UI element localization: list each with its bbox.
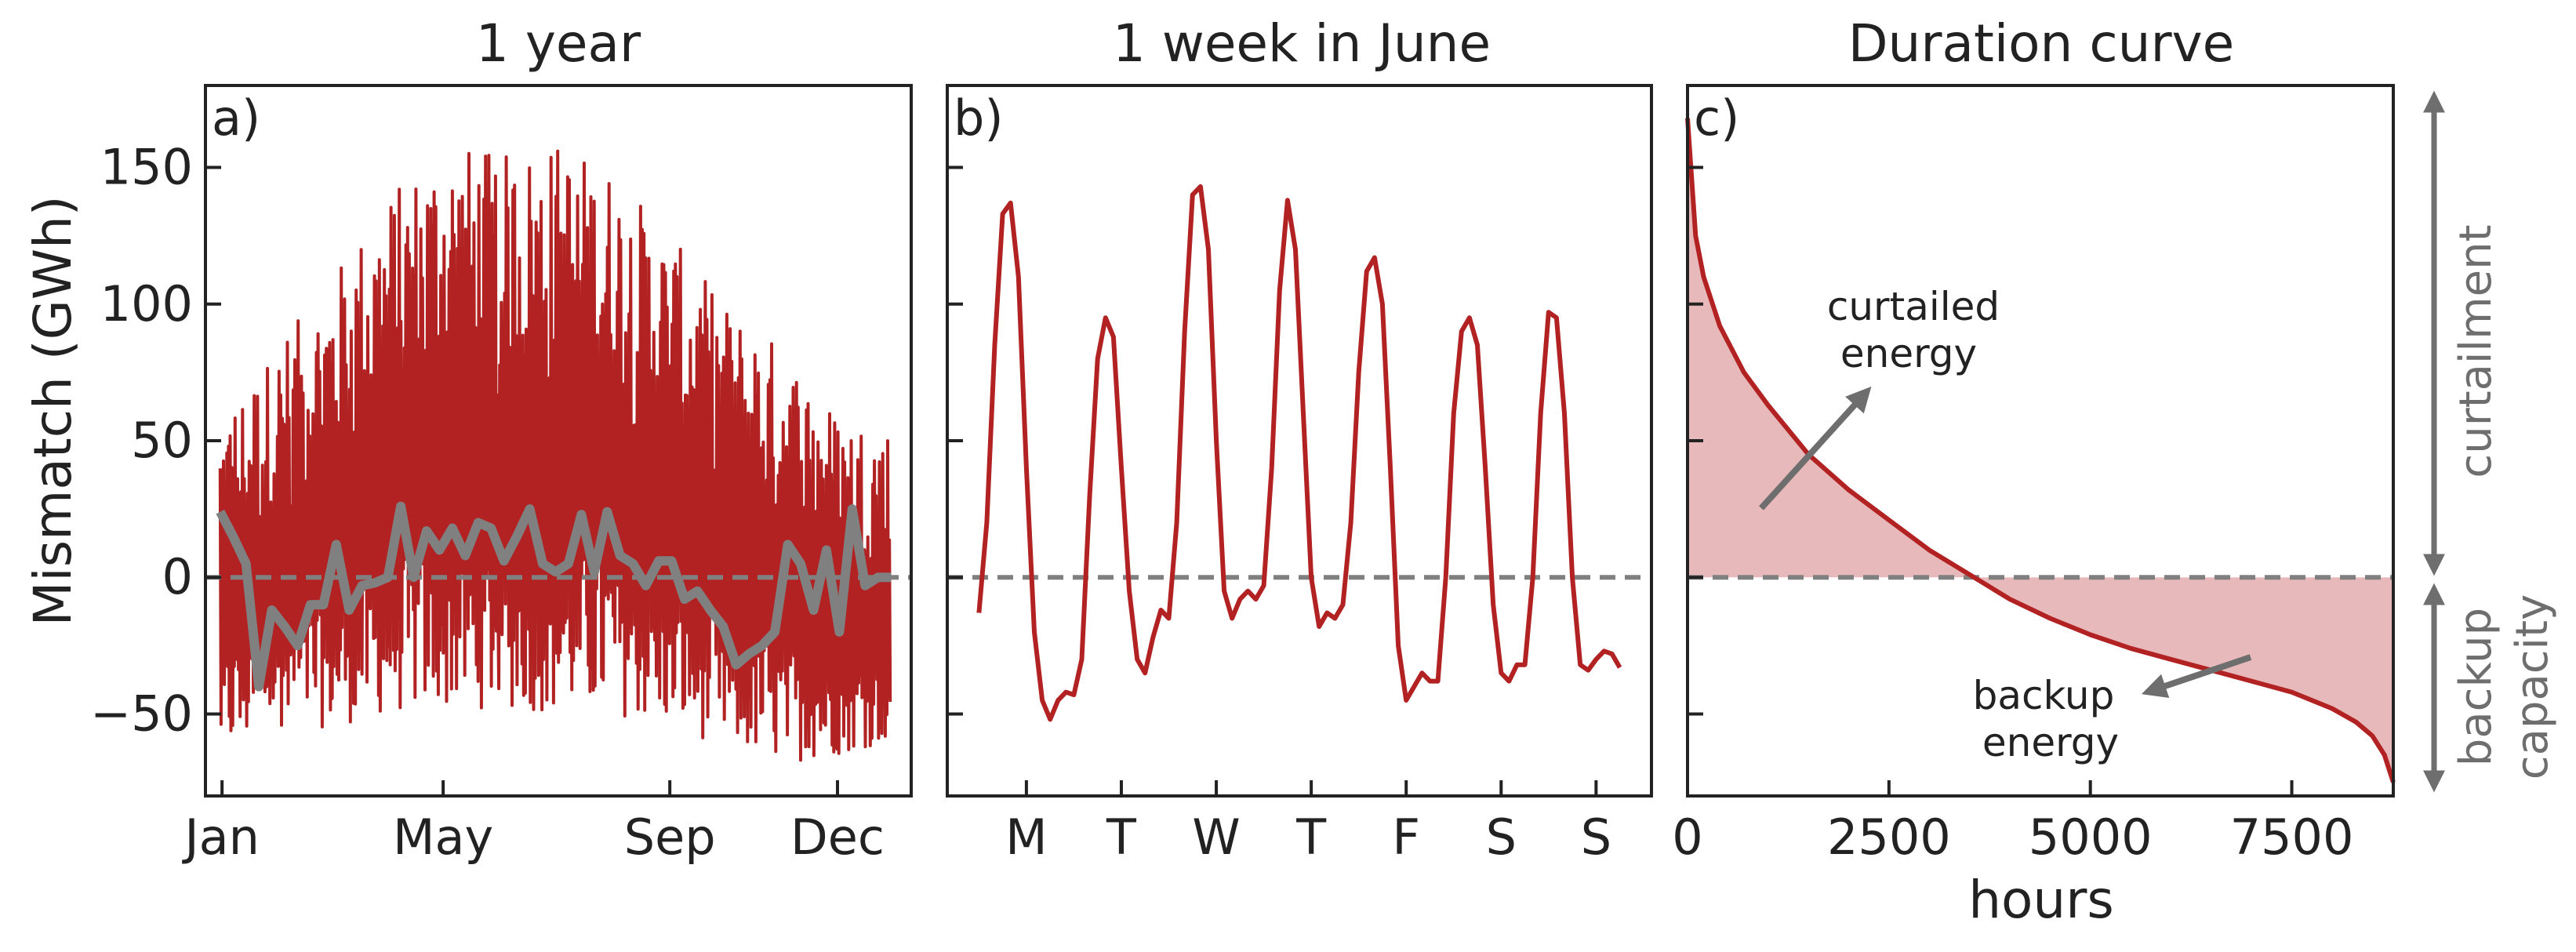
panel-a-y-tick-label: 150 [100, 139, 193, 196]
panel-b-x-tick-label: W [1192, 808, 1240, 866]
panel-c-duration-curve-line [1685, 118, 2396, 783]
panel-a-y-tick-label: 0 [162, 548, 193, 605]
panel-b-mismatch-line [976, 183, 1622, 722]
panel-b-frame [946, 84, 1653, 798]
y-axis-label: Mismatch (GWh) [23, 195, 83, 626]
panel-a-hourly-mismatch-line [218, 149, 892, 762]
panel-b-letter: b) [954, 89, 1004, 147]
panel-c-title: Duration curve [1848, 13, 2235, 74]
panel-a-y-tick-label: 50 [131, 412, 193, 469]
panel-c-x-tick-label: 0 [1672, 808, 1702, 866]
panel-c: Duration curve 0 2500 5000 7500 c) hours cu… [1672, 13, 2396, 930]
panel-c-plot: 0 2500 5000 7500 [1672, 118, 2396, 866]
panel-a-x-tick-label: Jan [181, 808, 260, 866]
panel-a-weekly-mean-line [216, 501, 892, 692]
panel-a-title: 1 year [476, 13, 641, 74]
panel-a-letter: a) [212, 89, 260, 147]
panel-c-x-tick-label: 7500 [2230, 808, 2354, 866]
panel-a: 1 year 150 100 50 0 −50 Jan May Sep Dec a) [90, 13, 913, 866]
panel-a-x-tick-label: May [393, 808, 493, 866]
backup-energy-label-line2: energy [1982, 720, 2119, 765]
panel-c-area-fill [1688, 118, 2393, 783]
curtailed-energy-arrow [1759, 386, 1872, 511]
side-annotations: curtailment backup capacity [2423, 90, 2558, 793]
curtailed-energy-label-line1: curtailed [1827, 284, 2000, 329]
panel-b-x-tick-label: T [1106, 808, 1137, 866]
curtailment-label: curtailment [2451, 224, 2502, 478]
panel-c-letter: c) [1694, 89, 1739, 147]
panel-a-y-tick-label: 100 [100, 275, 193, 332]
panel-a-x-tick-label: Sep [624, 808, 716, 866]
panel-c-x-axis-label: hours [1968, 870, 2114, 930]
panel-a-plot: 150 100 50 0 −50 Jan May Sep Dec [90, 139, 911, 866]
panel-c-x-tick-label: 5000 [2029, 808, 2153, 866]
backup-capacity-label-line2: capacity [2507, 594, 2558, 779]
panel-b-x-tick-label: F [1392, 808, 1420, 866]
curtailed-energy-label-line2: energy [1840, 331, 1977, 376]
backup-energy-arrow [2141, 654, 2252, 698]
panel-b-title: 1 week in June [1113, 13, 1491, 74]
panel-c-frame [1686, 84, 2395, 798]
panel-c-x-tick-label: 2500 [1827, 808, 1951, 866]
backup-energy-label-line1: backup [1973, 673, 2115, 718]
panel-a-frame [204, 84, 913, 798]
panel-b-x-tick-label: M [1005, 808, 1048, 866]
panel-a-y-tick-label: −50 [90, 685, 193, 742]
backup-capacity-label-line1: backup [2451, 608, 2502, 766]
panel-b-x-tick-label: S [1581, 808, 1611, 866]
panel-a-x-tick-label: Dec [790, 808, 885, 866]
panel-b-x-tick-label: T [1295, 808, 1327, 866]
panel-b-x-tick-label: S [1486, 808, 1517, 866]
